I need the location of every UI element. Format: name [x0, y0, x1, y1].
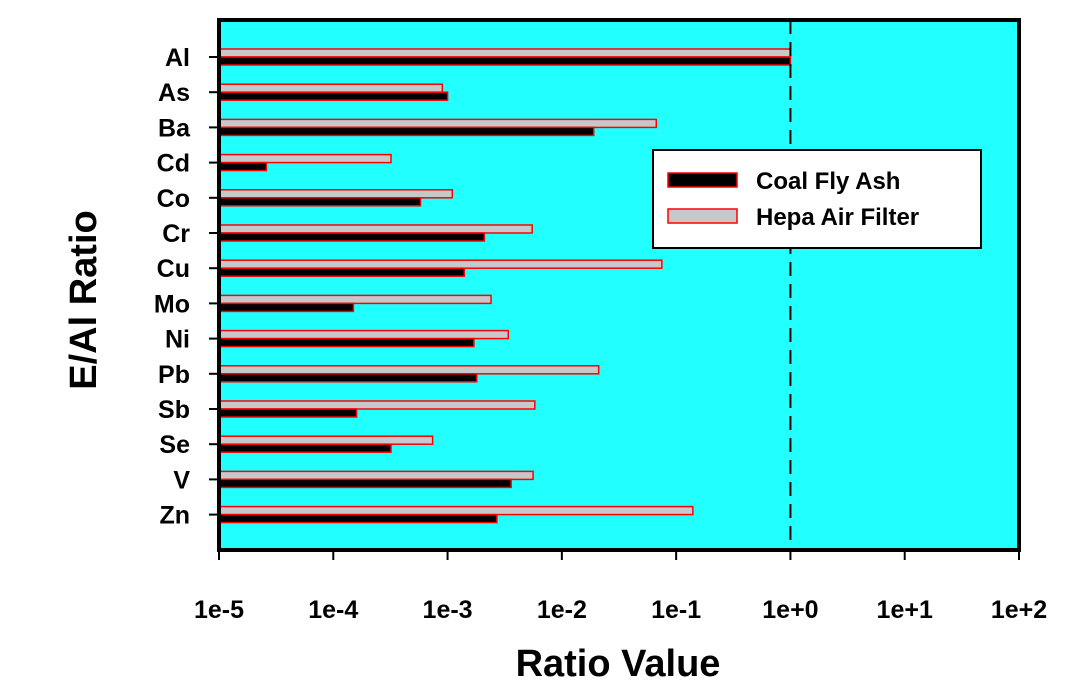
x-axis-title: Ratio Value: [516, 643, 721, 685]
y-tick-label-al: Al: [165, 44, 190, 72]
bar-hepa-air-filter-mo: [218, 294, 492, 305]
y-axis-title: E/Al Ratio: [63, 210, 105, 389]
plot-frame: [217, 18, 1021, 552]
y-tick-label-mo: Mo: [154, 290, 190, 318]
y-tick-label-zn: Zn: [159, 502, 190, 530]
bar-hepa-air-filter-as: [218, 83, 444, 93]
bar-coal-fly-ash-al: [218, 56, 792, 66]
x-tick-label: 1e-5: [194, 596, 244, 624]
x-tick-label: 1e+2: [991, 596, 1047, 624]
bar-hepa-air-filter-cd: [218, 153, 392, 164]
bar-hepa-air-filter-zn: [218, 505, 694, 516]
x-tick-label: 1e-3: [423, 596, 473, 624]
bar-coal-fly-ash-v: [218, 478, 512, 489]
y-tick-label-ni: Ni: [165, 326, 190, 354]
y-tick-label-cu: Cu: [157, 255, 190, 283]
x-axis: 1e-5 1e-4 1e-3 1e-2 1e-1 1e+0 1e+1 1e+2: [194, 550, 1047, 624]
legend: Coal Fly Ash Hepa Air Filter: [652, 149, 982, 249]
bar-hepa-air-filter-se: [218, 435, 434, 445]
bar-hepa-air-filter-sb: [218, 400, 536, 410]
legend-swatch-coal-fly-ash: [667, 172, 738, 188]
x-tick-label: 1e-4: [308, 596, 358, 624]
bar-hepa-air-filter-al: [218, 48, 792, 58]
bar-hepa-air-filter-co: [218, 189, 454, 199]
x-tick-label: 1e-2: [537, 596, 587, 624]
x-tick-label: 1e-1: [651, 596, 701, 624]
bar-coal-fly-ash-cd: [218, 161, 268, 172]
bar-coal-fly-ash-ba: [218, 126, 595, 137]
y-axis: Al As Ba Cd Co Cr Cu Mo Ni Pb Sb Se V Zn: [154, 44, 219, 530]
bar-coal-fly-ash-co: [218, 197, 422, 207]
bar-coal-fly-ash-pb: [218, 373, 478, 383]
x-tick-label: 1e+0: [762, 596, 818, 624]
y-tick-label-pb: Pb: [158, 361, 190, 389]
y-tick-label-sb: Sb: [158, 396, 190, 424]
bar-hepa-air-filter-pb: [218, 365, 600, 375]
legend-label-hepa-air-filter: Hepa Air Filter: [756, 204, 919, 231]
bar-hepa-air-filter-cr: [218, 224, 533, 234]
y-tick-label-as: As: [158, 79, 190, 107]
bar-hepa-air-filter-ba: [218, 118, 658, 129]
legend-label-coal-fly-ash: Coal Fly Ash: [756, 168, 900, 195]
y-tick-label-cd: Cd: [157, 150, 190, 178]
bar-hepa-air-filter-cu: [218, 259, 663, 269]
bar-coal-fly-ash-zn: [218, 513, 498, 524]
y-tick-label-cr: Cr: [162, 220, 190, 248]
bar-coal-fly-ash-mo: [218, 302, 355, 313]
legend-box: [652, 149, 982, 249]
y-tick-label-ba: Ba: [158, 114, 191, 142]
bar-hepa-air-filter-ni: [218, 329, 510, 340]
bar-coal-fly-ash-se: [218, 443, 392, 453]
bar-coal-fly-ash-cu: [218, 267, 466, 277]
x-tick-label: 1e+1: [877, 596, 933, 624]
bar-coal-fly-ash-as: [218, 91, 449, 101]
bar-coal-fly-ash-sb: [218, 408, 358, 418]
bar-coal-fly-ash-ni: [218, 337, 475, 348]
bar-coal-fly-ash-cr: [218, 232, 486, 242]
y-tick-label-v: V: [173, 466, 190, 494]
y-tick-label-co: Co: [157, 185, 190, 213]
y-tick-label-se: Se: [159, 431, 190, 459]
bar-hepa-air-filter-v: [218, 470, 534, 481]
plot-area: [219, 20, 1019, 550]
legend-swatch-hepa-air-filter: [667, 208, 738, 224]
